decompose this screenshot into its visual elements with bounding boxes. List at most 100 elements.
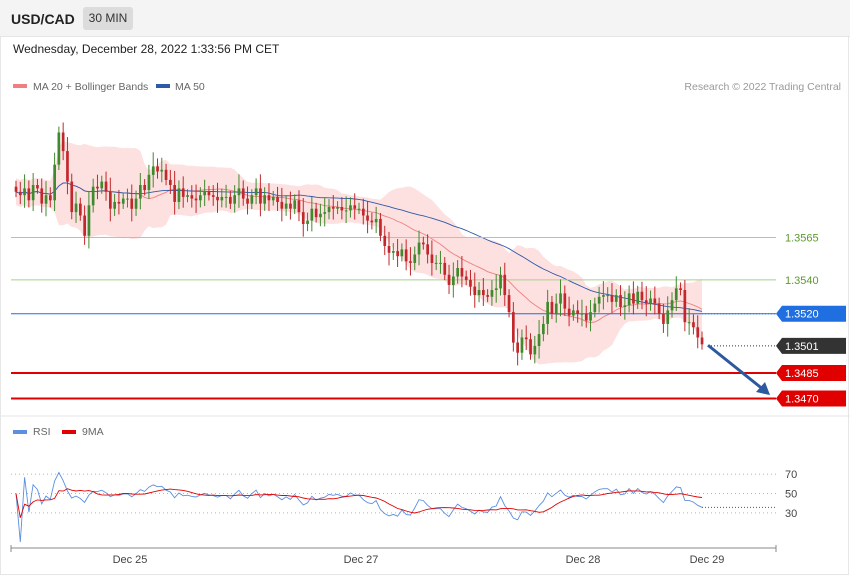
candle-body: [237, 188, 241, 196]
candle-body: [546, 301, 549, 324]
candle-body: [589, 312, 592, 321]
candle-body: [614, 295, 618, 302]
candle-body: [126, 198, 129, 200]
candle-body: [293, 200, 297, 209]
candle-body: [486, 295, 489, 297]
candle-body: [593, 303, 597, 313]
candle-body: [254, 188, 258, 196]
rsi-tick-50: 50: [785, 489, 797, 501]
candle-body: [503, 274, 507, 296]
forecast-arrow-head: [756, 382, 770, 396]
candle-body: [443, 262, 447, 275]
candle-body: [362, 208, 365, 216]
ma50-line: [15, 182, 703, 312]
candle-body: [640, 291, 644, 301]
candle-body: [259, 188, 262, 204]
candle-body: [473, 286, 477, 296]
candle-body: [310, 208, 314, 221]
candle-body: [430, 254, 434, 263]
x-tick-label-1: Dec 27: [344, 554, 379, 566]
candle-body: [134, 198, 138, 209]
rsi-tick-70: 70: [785, 469, 797, 481]
candle-body: [289, 203, 292, 209]
level-label-0: 1.3565: [785, 233, 819, 245]
candle-body: [284, 203, 288, 209]
chart-datetime: Wednesday, December 28, 2022 1:33:56 PM …: [13, 42, 280, 56]
candle-body: [263, 195, 266, 204]
candle-body: [44, 195, 48, 204]
candle-body: [679, 288, 682, 290]
candle-body: [87, 205, 91, 236]
candle-body: [23, 188, 26, 196]
candle-body: [610, 295, 614, 302]
candle-body: [349, 205, 352, 211]
candle-body: [250, 195, 254, 204]
candle-body: [100, 181, 104, 189]
ma20-legend-swatch: [13, 84, 27, 88]
candle-body: [670, 300, 674, 311]
candle-body: [417, 242, 421, 255]
candle-body: [113, 201, 116, 209]
candle-body: [374, 218, 378, 223]
candle-body: [460, 268, 464, 277]
candle-body: [164, 169, 168, 180]
level-label-bg-3: [776, 337, 846, 354]
candle-body: [319, 213, 322, 218]
candle-body: [602, 295, 605, 297]
bollinger-band-fill: [16, 140, 702, 365]
candle-body: [533, 345, 537, 355]
level-label-bg-4: [776, 365, 846, 382]
candle-body: [537, 334, 541, 346]
candle-body: [109, 191, 112, 209]
candle-body: [186, 195, 189, 197]
ma20-legend-label: MA 20 + Bollinger Bands: [33, 81, 148, 93]
symbol-label: USD/CAD: [11, 11, 75, 27]
candle-body: [422, 242, 425, 245]
candle-body: [199, 195, 202, 201]
candle-body: [207, 191, 211, 196]
candle-body: [507, 295, 511, 312]
candle-body: [14, 186, 18, 192]
credit-label: Research © 2022 Trading Central: [684, 81, 841, 93]
candle-body: [353, 205, 357, 209]
x-tick-label-3: Dec 29: [690, 554, 725, 566]
candle-body: [584, 313, 588, 321]
candle-body: [559, 293, 562, 304]
timeframe-button[interactable]: 30 MIN: [83, 7, 133, 30]
candle-body: [396, 251, 399, 257]
candle-body: [383, 235, 387, 246]
candle-body: [482, 290, 485, 296]
candle-body: [40, 188, 44, 204]
candle-body: [327, 207, 331, 213]
candle-body: [139, 185, 142, 199]
ma50-legend-swatch: [156, 84, 170, 88]
candle-body: [662, 313, 665, 324]
candle-body: [211, 195, 215, 197]
candle-body: [512, 312, 515, 343]
candle-body: [387, 246, 391, 253]
candle-body: [567, 308, 571, 316]
candle-body: [297, 200, 301, 213]
candle-body: [177, 188, 181, 202]
level-label-4: 1.3485: [785, 368, 819, 380]
candle-body: [36, 185, 39, 189]
candle-body: [91, 186, 95, 206]
candle-body: [494, 288, 498, 290]
candle-body: [190, 195, 194, 199]
rsi-tick-30: 30: [785, 508, 797, 520]
candle-body: [469, 279, 472, 287]
level-label-5: 1.3470: [785, 393, 819, 405]
candle-body: [143, 185, 146, 191]
rsi-ma-legend-label: 9MA: [82, 426, 104, 438]
level-label-bg-5: [776, 390, 846, 407]
candle-body: [169, 179, 172, 185]
candle-body: [340, 207, 344, 211]
candle-body: [696, 327, 700, 338]
candle-body: [653, 298, 657, 304]
candle-body: [70, 181, 74, 213]
level-label-1: 1.3540: [785, 275, 819, 287]
candle-body: [220, 196, 224, 201]
candle-body: [563, 293, 567, 309]
candle-body: [409, 261, 412, 263]
